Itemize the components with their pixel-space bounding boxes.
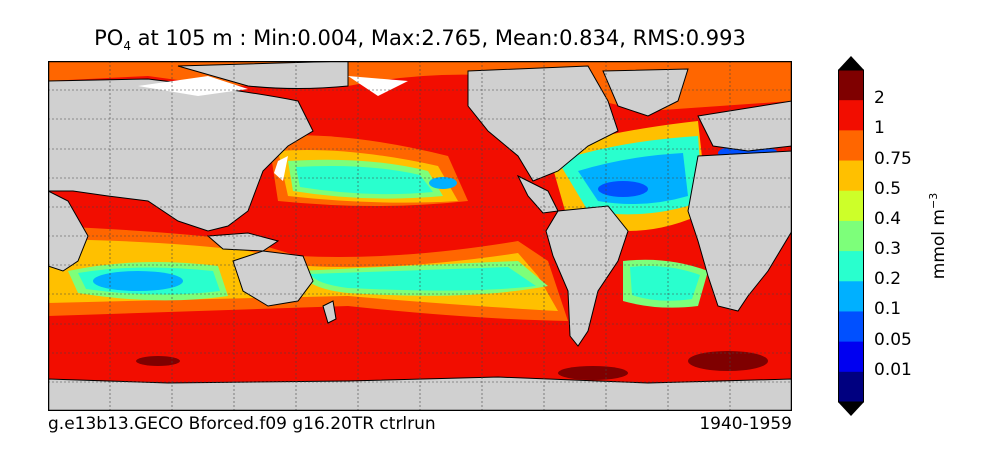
colorbar-tick-label: 2 (874, 88, 885, 109)
greenland-land (602, 68, 689, 117)
africa-land (687, 150, 792, 312)
south-atlantic-gyre (630, 266, 700, 301)
north-pacific-gyre (296, 166, 433, 195)
title-subscript: 4 (123, 39, 131, 54)
europe-land (697, 100, 792, 152)
run-name: g.e13b13.GECO Bforced.f09 g16.20TR ctrlr… (48, 414, 436, 434)
graticule (48, 61, 792, 411)
year-range: 1940-1959 (699, 414, 792, 434)
sea-ice (138, 76, 408, 181)
southern-ocean-high-region (688, 351, 768, 371)
colorbar-segment (838, 70, 864, 101)
title-variable: PO (94, 26, 124, 50)
colorbar-segment (838, 100, 864, 131)
map-title: PO4 at 105 m : Min:0.004, Max:2.765, Mea… (0, 26, 840, 53)
colorbar (838, 56, 864, 416)
colorbar-frame (838, 69, 864, 403)
colorbar-tick-label: 0.5 (874, 178, 902, 199)
africa-land (48, 190, 89, 272)
colorbar-segment (838, 160, 864, 192)
units-exponent: −3 (927, 192, 941, 209)
colorbar-tick-label: 0.4 (874, 208, 902, 229)
units-base: mmol m (928, 209, 949, 280)
colorbar-tick-label: 0.75 (874, 148, 912, 169)
north-pacific-center (429, 177, 457, 189)
colorbar-tick-label: 0.2 (874, 269, 902, 290)
colorbar-segment (838, 251, 864, 282)
colorbar-tick-label: 0.05 (874, 329, 912, 350)
colorbar-tick-label: 0.01 (874, 359, 912, 380)
colorbar-segment (838, 371, 864, 403)
colorbar-segment (838, 281, 864, 312)
south-america-land (545, 205, 629, 347)
central-america-land (516, 174, 559, 214)
title-stats: at 105 m : Min:0.004, Max:2.765, Mean:0.… (130, 26, 746, 50)
map-frame (48, 61, 792, 411)
southern-ocean-high-region (558, 366, 628, 380)
colorbar-tick-label: 0.1 (874, 299, 902, 320)
north-atlantic-center (598, 181, 648, 197)
southern-ocean-high-region (136, 356, 180, 366)
north-america-land (467, 65, 619, 182)
world-map (48, 61, 792, 411)
colorbar-segment (838, 220, 864, 252)
south-pacific-gyre (310, 267, 536, 291)
colorbar-segment (838, 130, 864, 162)
colorbar-bottom-arrow (838, 402, 864, 416)
colorbar-top-arrow (838, 56, 864, 70)
colorbar-tick-label: 1 (874, 118, 885, 139)
colorbar-segment (838, 311, 864, 343)
asia-land (177, 61, 349, 89)
colorbar-segment (838, 190, 864, 222)
indonesia-land (206, 232, 280, 252)
new-zealand-land (322, 300, 337, 324)
colorbar-tick-label: 0.3 (874, 239, 902, 260)
colorbar-segment (838, 341, 864, 373)
indian-ocean-center (93, 271, 183, 291)
colorbar-units: mmol m−3 (927, 193, 949, 279)
